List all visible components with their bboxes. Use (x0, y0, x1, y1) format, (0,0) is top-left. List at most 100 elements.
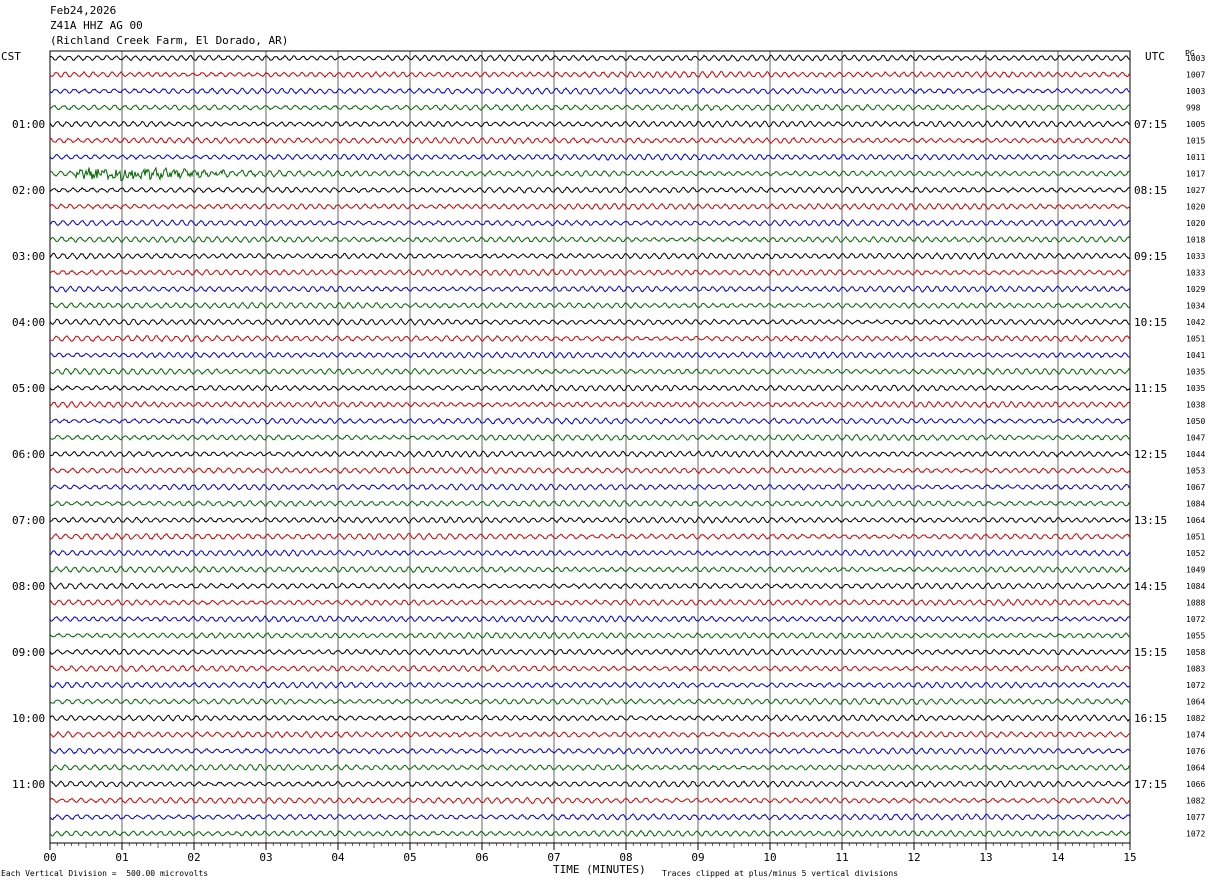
right-hour-label: 17:15 (1134, 778, 1167, 791)
trace-value-label: 1058 (1186, 648, 1205, 657)
x-tick-label: 11 (835, 851, 848, 864)
seismic-trace (49, 747, 1131, 755)
right-hour-label: 07:15 (1134, 118, 1167, 131)
header-location: (Richland Creek Farm, El Dorado, AR) (50, 34, 289, 47)
trace-value-label: 1020 (1186, 203, 1205, 212)
trace-value-label: 998 (1186, 104, 1201, 113)
x-tick-label: 02 (187, 851, 200, 864)
trace-value-label: 1072 (1186, 830, 1205, 839)
trace-value-label: 1035 (1186, 384, 1205, 393)
right-hour-label: 09:15 (1134, 250, 1167, 263)
seismic-trace (49, 631, 1131, 640)
seismic-trace (49, 285, 1131, 293)
right-hour-label: 13:15 (1134, 514, 1167, 527)
seismic-trace (49, 219, 1131, 227)
trace-value-label: 1053 (1186, 467, 1205, 476)
x-tick-label: 13 (979, 851, 992, 864)
right-hour-label: 12:15 (1134, 448, 1167, 461)
trace-value-label: 1072 (1186, 681, 1205, 690)
x-tick-label: 09 (691, 851, 704, 864)
x-tick-label: 08 (619, 851, 632, 864)
seismic-trace (49, 515, 1131, 524)
seismic-trace (49, 780, 1131, 788)
seismic-trace (49, 433, 1131, 442)
seismic-trace (49, 384, 1131, 392)
seismic-trace (49, 87, 1131, 95)
seismic-trace (49, 763, 1131, 772)
trace-value-label: 1038 (1186, 401, 1205, 410)
trace-value-label: 1051 (1186, 335, 1205, 344)
header-date: Feb24,2026 (50, 4, 117, 17)
seismic-trace (49, 532, 1131, 541)
x-tick-label: 04 (331, 851, 345, 864)
trace-value-label: 1033 (1186, 252, 1205, 261)
trace-value-label: 1051 (1186, 533, 1205, 542)
left-hour-label: 08:00 (12, 580, 45, 593)
trace-value-label: 1041 (1186, 351, 1205, 360)
right-timezone-label: UTC (1145, 50, 1165, 63)
seismic-trace (49, 334, 1131, 343)
right-hour-label: 10:15 (1134, 316, 1167, 329)
left-hour-label: 11:00 (12, 778, 45, 791)
trace-value-label: 1042 (1186, 318, 1205, 327)
seismic-trace (49, 714, 1131, 722)
trace-value-label: 1034 (1186, 302, 1205, 311)
trace-value-label: 1049 (1186, 566, 1205, 575)
trace-value-label: 1027 (1186, 186, 1205, 195)
right-hour-label: 15:15 (1134, 646, 1167, 659)
trace-value-label: 1029 (1186, 285, 1205, 294)
x-tick-label: 03 (259, 851, 272, 864)
right-hour-label: 16:15 (1134, 712, 1167, 725)
seismic-trace (49, 186, 1131, 194)
trace-value-label: 1044 (1186, 450, 1205, 459)
right-hour-label: 08:15 (1134, 184, 1167, 197)
trace-value-label: 1074 (1186, 731, 1205, 740)
trace-value-label: 1047 (1186, 434, 1205, 443)
x-tick-label: 06 (475, 851, 488, 864)
left-timezone-label: CST (1, 50, 21, 63)
seismic-trace (49, 301, 1131, 310)
seismic-trace (49, 499, 1131, 508)
seismic-trace (49, 136, 1131, 145)
seismic-trace (49, 417, 1131, 425)
trace-value-label: 1005 (1186, 120, 1205, 129)
right-column-header: PG (1185, 49, 1195, 58)
seismic-trace (49, 466, 1131, 475)
x-tick-label: 01 (115, 851, 128, 864)
seismic-trace (49, 103, 1131, 112)
trace-value-label: 1083 (1186, 665, 1205, 674)
seismic-trace (49, 730, 1131, 739)
trace-value-label: 1072 (1186, 615, 1205, 624)
seismic-trace (49, 450, 1131, 458)
seismic-trace (49, 318, 1131, 326)
seismic-trace (49, 54, 1131, 62)
trace-value-label: 1035 (1186, 368, 1205, 377)
seismic-trace (49, 351, 1131, 359)
seismic-trace (49, 549, 1131, 557)
seismic-trace (49, 268, 1131, 277)
footer-clip-note: Traces clipped at plus/minus 5 vertical … (662, 869, 899, 878)
trace-value-label: 1084 (1186, 582, 1205, 591)
trace-value-label: 1082 (1186, 797, 1205, 806)
right-hour-label: 11:15 (1134, 382, 1167, 395)
footer-scale-note: Each Vertical Division = 500.00 microvol… (1, 869, 209, 878)
trace-value-label: 1088 (1186, 599, 1205, 608)
seismic-trace (49, 400, 1131, 409)
x-tick-label: 05 (403, 851, 416, 864)
trace-value-label: 1007 (1186, 71, 1205, 80)
seismic-trace (49, 166, 1130, 182)
x-tick-label: 07 (547, 851, 560, 864)
right-hour-label: 14:15 (1134, 580, 1167, 593)
trace-value-label: 1084 (1186, 500, 1205, 509)
plot-frame (49, 50, 1131, 844)
left-hour-label: 01:00 (12, 118, 45, 131)
trace-value-label: 1052 (1186, 549, 1205, 558)
seismic-trace (49, 796, 1131, 805)
left-hour-label: 09:00 (12, 646, 45, 659)
seismic-trace (49, 664, 1131, 673)
left-hour-label: 03:00 (12, 250, 45, 263)
x-tick-label: 14 (1051, 851, 1065, 864)
seismic-trace (49, 252, 1131, 260)
seismic-trace (49, 120, 1131, 128)
